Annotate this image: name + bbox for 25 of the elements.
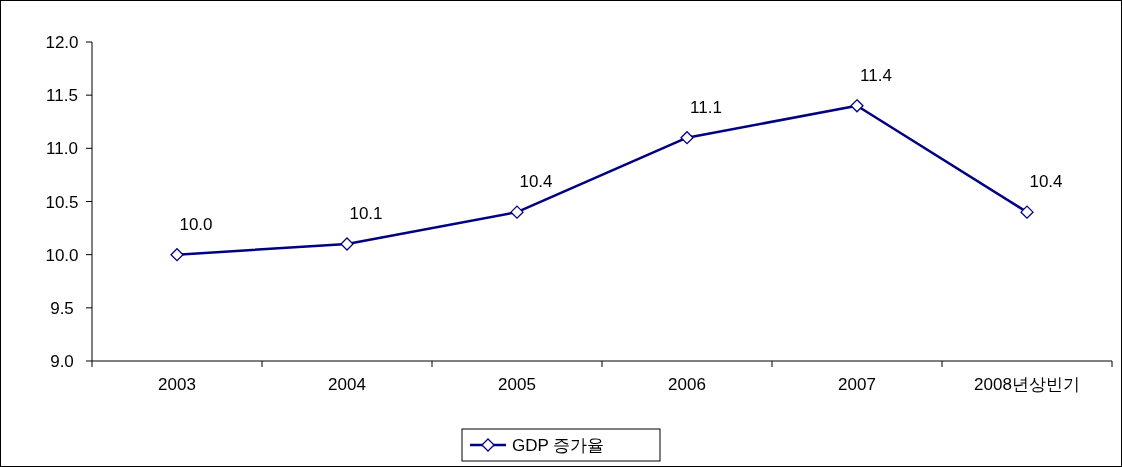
ytick: 11.5 (46, 86, 78, 106)
point (170, 248, 184, 262)
data-label: 10.0 (179, 214, 213, 234)
xtick: 2003 (158, 375, 196, 394)
point (680, 131, 694, 145)
ytick: 12.0 (45, 33, 79, 52)
data-label: 10.4 (1029, 172, 1063, 192)
point (1020, 205, 1034, 219)
point (850, 99, 864, 113)
xtick: 2006 (668, 375, 706, 394)
ytick: 9.0 (50, 352, 74, 371)
ytick: 10.0 (45, 245, 79, 265)
xtick: 2007 (838, 375, 876, 394)
xtick: 2008년상빈기 (974, 375, 1080, 394)
ytick: 11.0 (46, 139, 78, 159)
data-label: 11.4 (860, 65, 892, 85)
data-label: 10.4 (519, 172, 553, 192)
data-label: 10.1 (349, 204, 383, 224)
xtick: 2005 (498, 375, 536, 394)
ytick: 9.5 (50, 298, 74, 318)
ytick: 10.5 (45, 192, 79, 212)
legend-label: GDP 증가율 (512, 436, 605, 455)
point (510, 205, 524, 219)
xtick: 2004 (328, 375, 366, 394)
data-label: 11.1 (690, 97, 722, 117)
